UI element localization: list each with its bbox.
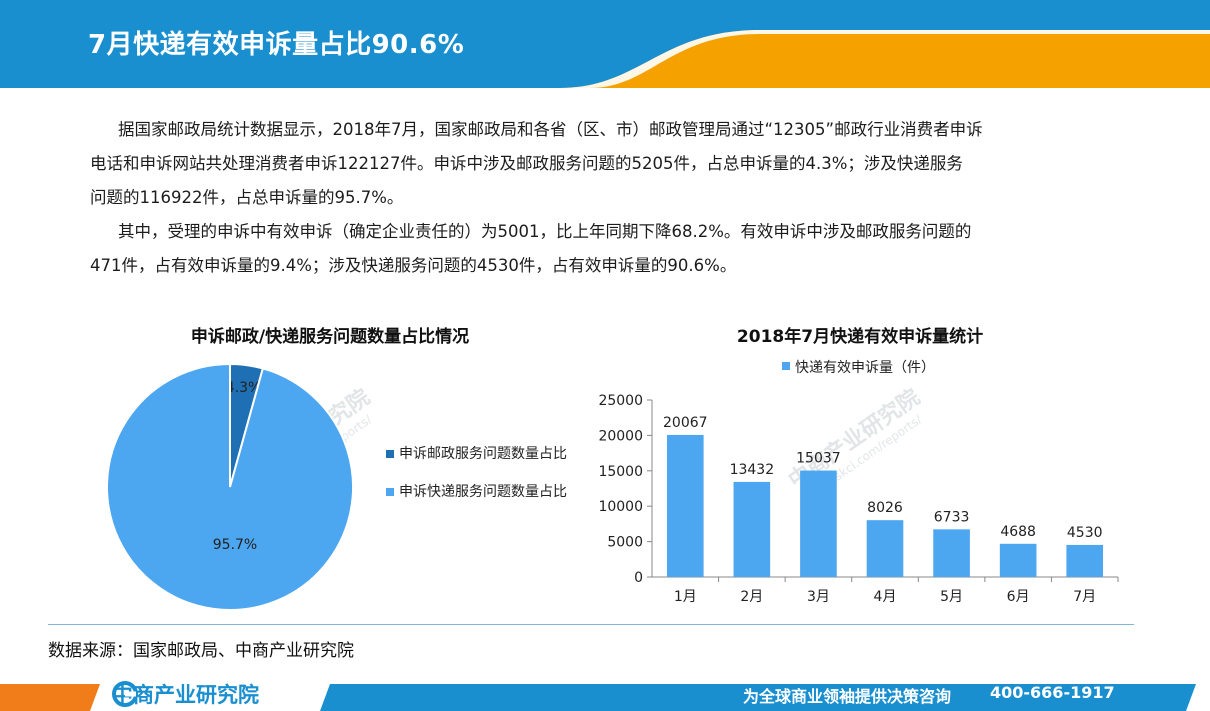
y-tick-label: 25000: [598, 393, 643, 409]
footer-slogan: 为全球商业领袖提供决策咨询: [743, 687, 952, 706]
x-tick-label: 1月: [674, 589, 697, 605]
x-tick-label: 2月: [740, 589, 763, 605]
bar: [866, 520, 904, 577]
body-text: 据国家邮政局统计数据显示，2018年7月，国家邮政局和各省（区、市）邮政管理局通…: [90, 113, 1090, 283]
para2-line1: 其中，受理的申诉中有效申诉（确定企业责任的）为5001，比上年同期下降68.2%…: [118, 222, 972, 241]
legend-swatch: [782, 362, 790, 370]
bar: [1066, 544, 1104, 577]
y-tick-label: 0: [634, 570, 643, 586]
bar-data-label: 15037: [796, 451, 841, 467]
header-band: [0, 0, 1210, 88]
legend-label: 申诉邮政服务问题数量占比: [399, 446, 567, 462]
bar: [666, 434, 704, 577]
legend-label: 快递有效申诉量（件）: [795, 360, 935, 376]
bar-data-label: 8026: [867, 500, 903, 516]
legend-label: 申诉快递服务问题数量占比: [399, 484, 567, 500]
legend-swatch: [386, 488, 394, 496]
bar-data-label: 6733: [934, 509, 970, 525]
bar-chart: 0 5000 10000 15000 20000 25000 20067 1月 13432 2月 1…: [598, 360, 1119, 605]
para2-line2: 471件，占有效申诉量的9.4%；涉及快递服务问题的4530件，占有效申诉量的9…: [90, 256, 737, 275]
x-tick-label: 5月: [940, 589, 963, 605]
bar-data-label: 20067: [663, 415, 708, 431]
y-tick-label: 20000: [598, 428, 643, 444]
x-tick-label: 7月: [1073, 589, 1096, 605]
logo-icon: [112, 681, 138, 707]
legend-swatch: [386, 450, 394, 458]
x-tick-label: 6月: [1007, 589, 1030, 605]
y-tick-label: 5000: [607, 535, 643, 551]
footer-logo: 中商产业研究院: [112, 680, 259, 708]
data-source: 数据来源：国家邮政局、中商产业研究院: [48, 641, 354, 661]
bar-data-label: 4530: [1067, 525, 1103, 541]
bar: [800, 470, 837, 577]
bar: [733, 481, 771, 577]
bar: [999, 543, 1037, 577]
bar-data-label: 4688: [1000, 524, 1036, 540]
source-divider: [48, 624, 1134, 625]
pie-slice: [106, 362, 354, 611]
bar: [933, 529, 970, 577]
page-title: 7月快递有效申诉量占比90.6%: [88, 30, 465, 60]
y-tick-label: 10000: [598, 499, 643, 515]
para1-line1: 据国家邮政局统计数据显示，2018年7月，国家邮政局和各省（区、市）邮政管理局通…: [118, 120, 983, 139]
pie-data-label: 95.7%: [213, 537, 257, 553]
y-tick-label: 15000: [598, 464, 643, 480]
bar-chart-title: 2018年7月快递有效申诉量统计: [736, 327, 984, 347]
footer-band: [0, 684, 1196, 711]
pie-data-label: 4.3%: [226, 380, 262, 396]
para1-line2: 电话和申诉网站共处理消费者申诉122127件。申诉中涉及邮政服务问题的5205件…: [90, 154, 963, 173]
x-tick-label: 4月: [874, 589, 897, 605]
para1-line3: 问题的116922件，占总申诉量的95.7%。: [90, 188, 404, 207]
footer-phone: 400-666-1917: [990, 683, 1115, 702]
pie-chart-title: 申诉邮政/快递服务问题数量占比情况: [190, 327, 470, 347]
bar-data-label: 13432: [730, 462, 775, 478]
x-tick-label: 3月: [807, 589, 830, 605]
